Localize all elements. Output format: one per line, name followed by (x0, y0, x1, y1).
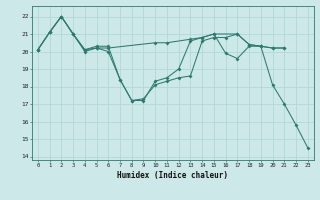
X-axis label: Humidex (Indice chaleur): Humidex (Indice chaleur) (117, 171, 228, 180)
